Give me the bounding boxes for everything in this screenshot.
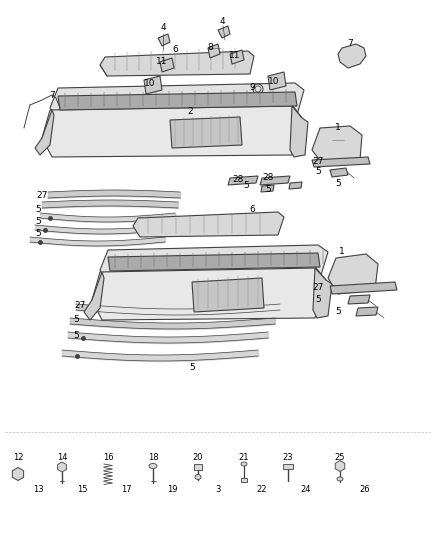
Polygon shape [58, 92, 297, 110]
Text: 11: 11 [156, 58, 168, 67]
Text: 11: 11 [229, 52, 241, 61]
Polygon shape [144, 76, 162, 94]
Text: 1: 1 [335, 124, 341, 133]
Text: 5: 5 [35, 206, 41, 214]
Polygon shape [50, 83, 304, 124]
Polygon shape [35, 110, 54, 155]
Polygon shape [338, 44, 366, 68]
Text: 5: 5 [335, 180, 341, 189]
Text: 6: 6 [249, 206, 255, 214]
Text: 23: 23 [283, 454, 293, 463]
Polygon shape [356, 307, 378, 316]
Text: 13: 13 [33, 486, 43, 495]
Text: 1: 1 [339, 247, 345, 256]
Text: 27: 27 [74, 302, 86, 311]
Text: 9: 9 [249, 84, 255, 93]
Polygon shape [100, 245, 328, 288]
Text: 2: 2 [187, 108, 193, 117]
Text: 5: 5 [315, 295, 321, 304]
Polygon shape [290, 106, 308, 157]
Polygon shape [268, 72, 286, 90]
Text: 5: 5 [243, 182, 249, 190]
Text: 27: 27 [312, 157, 324, 166]
Ellipse shape [241, 462, 247, 466]
Text: 3: 3 [215, 486, 221, 495]
Text: 5: 5 [315, 167, 321, 176]
Text: 4: 4 [219, 18, 225, 27]
Text: 22: 22 [257, 486, 267, 495]
Bar [194, 464, 202, 470]
Polygon shape [289, 182, 302, 189]
Text: 19: 19 [167, 486, 177, 495]
Ellipse shape [149, 464, 157, 469]
Text: 5: 5 [73, 316, 79, 325]
Text: 26: 26 [360, 486, 370, 495]
Text: 5: 5 [265, 185, 271, 195]
Polygon shape [100, 51, 254, 76]
Polygon shape [313, 268, 332, 318]
Polygon shape [260, 176, 290, 185]
Bar [283, 464, 293, 469]
Text: 27: 27 [312, 284, 324, 293]
Ellipse shape [337, 477, 343, 481]
Text: 28: 28 [262, 174, 274, 182]
Polygon shape [312, 126, 362, 163]
Text: 15: 15 [77, 486, 87, 495]
Text: 21: 21 [239, 454, 249, 463]
Polygon shape [160, 58, 174, 72]
Ellipse shape [195, 474, 201, 480]
Polygon shape [108, 253, 320, 271]
Text: 18: 18 [148, 454, 158, 463]
Polygon shape [330, 282, 397, 294]
Text: 20: 20 [193, 454, 203, 463]
Polygon shape [92, 268, 326, 320]
Polygon shape [133, 212, 284, 237]
Polygon shape [330, 168, 348, 177]
Text: 5: 5 [335, 308, 341, 317]
Polygon shape [42, 106, 302, 157]
Text: 4: 4 [160, 23, 166, 33]
Polygon shape [170, 117, 242, 148]
Text: 10: 10 [268, 77, 280, 86]
Text: 7: 7 [347, 39, 353, 49]
Text: 5: 5 [35, 230, 41, 238]
Text: 28: 28 [232, 175, 244, 184]
Polygon shape [261, 185, 274, 192]
Text: 5: 5 [189, 364, 195, 373]
Polygon shape [312, 157, 370, 167]
Polygon shape [84, 272, 104, 320]
Text: 6: 6 [172, 45, 178, 54]
Text: 5: 5 [35, 217, 41, 227]
Polygon shape [158, 34, 170, 46]
Text: 5: 5 [73, 332, 79, 341]
Text: 16: 16 [102, 454, 113, 463]
Polygon shape [230, 50, 244, 64]
Polygon shape [192, 278, 264, 312]
Text: 27: 27 [36, 191, 48, 200]
Polygon shape [348, 295, 370, 304]
Polygon shape [328, 254, 378, 294]
Polygon shape [228, 176, 258, 185]
Text: 8: 8 [207, 44, 213, 52]
Text: 7: 7 [49, 92, 55, 101]
Text: 17: 17 [121, 486, 131, 495]
Text: 10: 10 [144, 79, 156, 88]
Text: 12: 12 [13, 454, 23, 463]
Text: 24: 24 [301, 486, 311, 495]
Polygon shape [208, 44, 220, 58]
Text: 25: 25 [335, 454, 345, 463]
Bar [241, 478, 247, 482]
Polygon shape [218, 26, 230, 38]
Text: 14: 14 [57, 454, 67, 463]
